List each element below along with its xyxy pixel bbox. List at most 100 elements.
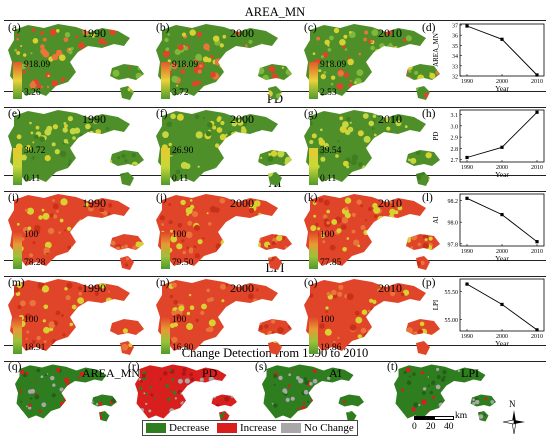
change-patch (203, 391, 206, 394)
y-tick-label: 37 (452, 24, 458, 30)
map-patch (248, 243, 255, 250)
map-patch (287, 324, 292, 329)
divider (4, 107, 546, 108)
change-patch (17, 408, 23, 413)
panel-label: (b) (156, 22, 170, 34)
panel-label: (j) (156, 192, 167, 204)
map-patch (28, 68, 31, 71)
map-patch (402, 289, 410, 296)
change-patch (79, 408, 82, 410)
map-patch (128, 66, 131, 69)
map-patch (30, 52, 33, 55)
panel-label: (i) (8, 192, 19, 204)
map-patch (406, 238, 411, 243)
map-patch (194, 114, 200, 120)
map-patch (210, 55, 214, 59)
legend-decrease: Decrease (169, 422, 210, 434)
map-patch (381, 139, 385, 143)
change-patch (97, 414, 103, 420)
map-patch (43, 247, 50, 253)
map-patch (267, 156, 274, 162)
map-patch (176, 84, 179, 87)
map-patch (351, 159, 357, 166)
y-axis-label: AI (432, 216, 440, 224)
map-patch (382, 57, 386, 60)
panel-label: (t) (387, 361, 398, 373)
map-patch (72, 136, 76, 140)
panel-label: (d) (422, 22, 436, 34)
change-patch (170, 390, 173, 393)
map-patch (51, 53, 59, 61)
map-patch (228, 245, 232, 250)
change-patch (174, 397, 177, 400)
change-patch (142, 375, 146, 379)
map-patch (378, 322, 384, 328)
map-patch (89, 308, 96, 315)
change-patch (20, 390, 23, 394)
map-patch (325, 310, 329, 313)
map-patch (40, 44, 45, 49)
legend-min: 77.85 (320, 258, 342, 268)
legend-min: 3.26 (24, 88, 41, 98)
map-patch (22, 70, 27, 74)
change-patch (480, 406, 484, 410)
map-patch (371, 29, 379, 36)
change-patch (490, 400, 494, 404)
map-patch (254, 302, 260, 309)
panel-year: 2010 (378, 281, 402, 295)
series-line (466, 197, 538, 243)
map-region (8, 279, 130, 351)
scale-bar-white (434, 416, 454, 420)
map-patch (379, 43, 385, 49)
change-patch (64, 391, 69, 396)
map-patch (255, 288, 259, 292)
y-tick-label: 36 (452, 34, 458, 40)
map-patch (370, 338, 377, 345)
map-patch (90, 144, 94, 148)
change-patch (273, 383, 276, 386)
map-patch (258, 212, 262, 217)
change-patch (169, 408, 175, 414)
x-tick-label: 2000 (496, 334, 508, 340)
map-patch (370, 306, 376, 313)
change-patch (346, 408, 351, 413)
map-patch (208, 319, 216, 327)
map-patch (214, 82, 222, 90)
map-patch (224, 322, 230, 328)
map-patch (372, 299, 377, 304)
map-patch (114, 176, 120, 182)
map-patch (101, 134, 105, 138)
change-patch (74, 381, 78, 385)
map-region (219, 411, 230, 422)
map-patch (389, 240, 393, 244)
map-patch (130, 88, 136, 94)
map-patch (324, 39, 330, 45)
map-patch (224, 311, 229, 317)
map-patch (186, 311, 191, 316)
color-ramp (161, 317, 170, 354)
data-point (465, 196, 469, 200)
change-patch (207, 401, 210, 403)
map-patch (263, 252, 267, 256)
map-region (120, 86, 134, 100)
map-patch (16, 282, 23, 289)
map-patch (69, 337, 75, 343)
line-chart-svg: 32 33 34 35 36 37 1990 2000 2010 Year AREA_MN (432, 24, 545, 93)
map-patch (372, 249, 380, 257)
map-patch (161, 223, 164, 226)
map-patch (168, 203, 172, 206)
change-patch (337, 408, 341, 411)
map-patch (407, 171, 415, 179)
legend-max: 100 (172, 230, 187, 240)
map-patch (258, 220, 266, 228)
map-patch (189, 305, 195, 310)
change-patch (336, 403, 339, 406)
panel-year: 1990 (82, 281, 106, 295)
change-patch (184, 378, 190, 384)
map-svg (156, 194, 292, 270)
change-patch (36, 368, 41, 373)
map-patch (241, 126, 246, 131)
map-patch (281, 259, 286, 264)
map-patch (19, 300, 26, 307)
map-svg (8, 279, 144, 355)
